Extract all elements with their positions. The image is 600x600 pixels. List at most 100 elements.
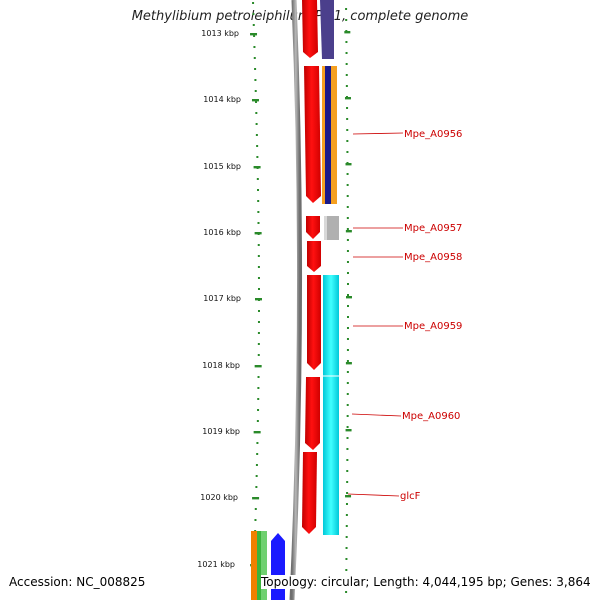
right-ruler-tick: [345, 525, 348, 527]
ruler-minor-tick: [257, 200, 260, 202]
ruler-minor-tick: [256, 145, 259, 147]
ruler-minor-tick: [257, 255, 260, 257]
gene-track: [302, 0, 321, 534]
ruler-minor-tick: [257, 266, 260, 268]
right-ruler-tick: [345, 591, 348, 593]
right-ruler-tick: [345, 558, 348, 560]
right-ruler-tick: [346, 184, 349, 186]
right-ruler-tick: [346, 316, 349, 318]
ruler-minor-tick: [255, 486, 258, 488]
lower-track: [251, 531, 285, 600]
ruler-major-tick: [253, 431, 261, 434]
ruler-minor-tick: [256, 420, 259, 422]
right-ruler-tick: [346, 459, 349, 461]
ruler-minor-tick: [257, 398, 260, 400]
gene-arrow[interactable]: [307, 275, 321, 370]
right-ruler-tick: [346, 228, 349, 230]
gene-label[interactable]: Mpe_A0956: [404, 129, 462, 140]
gene-labels: Mpe_A0956 Mpe_A0957 Mpe_A0958 Mpe_A0959 …: [400, 129, 462, 502]
gene-arrow[interactable]: [304, 66, 321, 203]
leader-line: [352, 132, 404, 135]
ruler-minor-tick: [253, 57, 256, 59]
right-ruler-tick: [346, 481, 349, 483]
right-ruler-major-tick: [344, 31, 351, 34]
ruler-tick-label: 1018 kbp: [202, 361, 240, 370]
gene-label[interactable]: Mpe_A0960: [402, 411, 460, 422]
ruler-minor-tick: [255, 475, 258, 477]
ruler-minor-tick: [257, 321, 260, 323]
right-ruler-tick: [345, 8, 348, 10]
cds-feature[interactable]: [324, 216, 339, 240]
ruler-tick-label: 1017 kbp: [203, 294, 241, 303]
ruler-tick-label: 1016 kbp: [203, 228, 241, 237]
right-ruler-tick: [345, 85, 348, 87]
ruler-major-tick: [254, 232, 262, 235]
ruler-minor-tick: [253, 46, 256, 48]
ruler-minor-tick: [256, 453, 259, 455]
ruler-tick-label: 1014 kbp: [203, 95, 241, 104]
right-ruler-tick: [346, 118, 349, 120]
gene-label[interactable]: Mpe_A0957: [404, 223, 462, 234]
right-ruler-tick: [346, 448, 349, 450]
cds-feature[interactable]: [325, 66, 331, 204]
gene-arrow[interactable]: [305, 377, 320, 450]
cds-feature[interactable]: [251, 531, 258, 600]
right-ruler-tick: [346, 294, 349, 296]
map-title: Methylibium petroleiphilum PM1, complete…: [131, 9, 469, 24]
gene-label[interactable]: Mpe_A0958: [404, 252, 462, 263]
right-ruler-tick: [345, 63, 348, 65]
cds-feature[interactable]: [257, 531, 261, 600]
ruler-minor-tick: [257, 343, 260, 345]
right-ruler-tick: [345, 547, 348, 549]
right-ruler-tick: [345, 536, 348, 538]
ruler-minor-tick: [257, 189, 260, 191]
right-ruler-tick: [346, 382, 349, 384]
right-ruler-major-tick: [345, 495, 352, 498]
ruler-minor-tick: [256, 156, 259, 158]
cds-feature[interactable]: [324, 216, 327, 240]
ruler-minor-tick: [252, 24, 255, 26]
right-ruler-tick: [346, 492, 349, 494]
right-ruler-tick: [346, 283, 349, 285]
ruler-minor-tick: [257, 376, 260, 378]
ruler-minor-tick: [252, 2, 255, 4]
right-ruler-tick: [345, 41, 348, 43]
cds-feature[interactable]: [320, 0, 334, 59]
cds-feature[interactable]: [323, 275, 339, 535]
ruler-major-tick: [251, 99, 259, 102]
ruler-minor-tick: [253, 35, 256, 37]
cds-feature[interactable]: [331, 66, 337, 204]
gene-arrow[interactable]: [302, 452, 317, 534]
gene-arrow[interactable]: [302, 0, 318, 58]
cds-feature[interactable]: [261, 531, 267, 600]
right-ruler-tick: [346, 338, 349, 340]
ruler-minor-tick: [254, 519, 257, 521]
right-ruler-tick: [346, 151, 349, 153]
gene-arrow[interactable]: [307, 241, 321, 272]
right-ruler-tick: [346, 360, 349, 362]
right-ruler-tick: [346, 195, 349, 197]
right-ruler-tick: [346, 327, 349, 329]
ruler-minor-tick: [256, 442, 259, 444]
right-ruler-major-tick: [345, 230, 352, 233]
ruler-tick-label: 1019 kbp: [202, 427, 240, 436]
ruler-major-tick: [250, 33, 258, 36]
cds-feature[interactable]: [271, 533, 285, 600]
ruler-minor-tick: [255, 464, 258, 466]
right-ruler-major-tick: [345, 163, 352, 166]
right-ruler-tick: [346, 206, 349, 208]
ruler-tick-label: 1020 kbp: [200, 493, 238, 502]
cds-track: [320, 0, 339, 535]
right-ruler-major-tick: [345, 296, 352, 299]
gene-arrow[interactable]: [306, 216, 320, 239]
ruler-minor-tick: [257, 211, 260, 213]
gene-label[interactable]: glcF: [400, 491, 421, 502]
ruler-minor-tick: [257, 288, 260, 290]
right-ruler-ticks: [344, 8, 352, 593]
right-ruler-tick: [346, 173, 349, 175]
gene-label[interactable]: Mpe_A0959: [404, 321, 462, 332]
ruler-minor-tick: [257, 354, 260, 356]
right-ruler-tick: [345, 74, 348, 76]
